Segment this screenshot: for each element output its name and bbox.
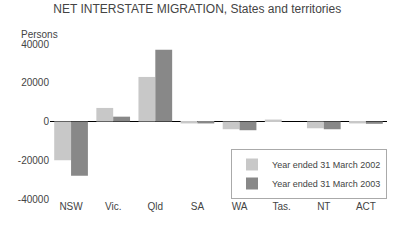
svg-text:Vic.: Vic. (105, 201, 122, 212)
svg-text:40000: 40000 (21, 39, 49, 50)
svg-text:NSW: NSW (59, 201, 83, 212)
svg-text:-40000: -40000 (18, 194, 50, 205)
svg-text:0: 0 (43, 116, 49, 127)
svg-text:ACT: ACT (356, 201, 376, 212)
svg-text:20000: 20000 (21, 77, 49, 88)
svg-text:Tas.: Tas. (273, 201, 291, 212)
svg-text:SA: SA (191, 201, 205, 212)
svg-text:WA: WA (232, 201, 248, 212)
svg-text:Year ended 31 March 2002: Year ended 31 March 2002 (272, 160, 380, 170)
svg-text:Year ended 31 March 2003: Year ended 31 March 2003 (272, 179, 380, 189)
svg-text:Persons: Persons (21, 29, 58, 40)
svg-text:-20000: -20000 (18, 155, 50, 166)
svg-text:NET INTERSTATE MIGRATION, Stat: NET INTERSTATE MIGRATION, States and ter… (53, 2, 341, 16)
svg-text:Qld: Qld (148, 201, 164, 212)
svg-text:NT: NT (317, 201, 330, 212)
